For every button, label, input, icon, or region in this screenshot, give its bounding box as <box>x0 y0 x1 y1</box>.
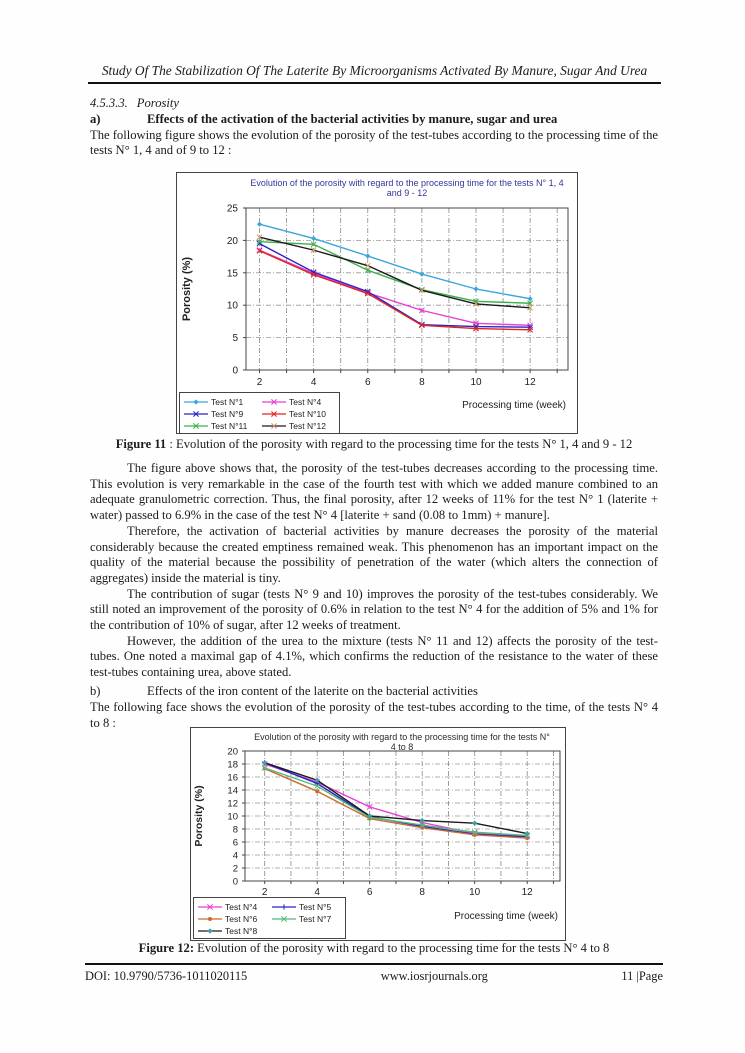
svg-text:Test N°7: Test N°7 <box>299 914 331 924</box>
svg-text:6: 6 <box>365 377 371 388</box>
svg-text:10: 10 <box>469 887 481 898</box>
svg-text:2: 2 <box>262 887 268 898</box>
svg-text:20: 20 <box>227 236 239 247</box>
figure11-chart: Evolution of the porosity with regard to… <box>176 172 578 434</box>
svg-text:12: 12 <box>227 799 238 810</box>
body-paragraph: The contribution of sugar (tests N° 9 an… <box>90 586 658 633</box>
svg-text:Processing time (week): Processing time (week) <box>454 911 558 922</box>
svg-text:Porosity (%): Porosity (%) <box>193 785 205 846</box>
svg-text:4: 4 <box>311 377 317 388</box>
svg-text:Test N°1: Test N°1 <box>211 397 243 407</box>
svg-text:6: 6 <box>233 838 238 849</box>
page-footer: DOI: 10.9790/5736-1011020115 www.iosrjou… <box>85 963 663 984</box>
body-paragraph: The figure above shows that, the porosit… <box>90 461 658 523</box>
body-paragraph: However, the addition of the urea to the… <box>90 633 658 680</box>
section-heading: 4.5.3.3. Porosity <box>90 96 658 112</box>
heading-a-title: Effects of the activation of the bacteri… <box>147 111 558 126</box>
intro-a-text: The following figure shows the evolution… <box>90 127 658 158</box>
svg-text:8: 8 <box>419 377 425 388</box>
svg-text:Test N°4: Test N°4 <box>289 397 321 407</box>
section-title: Porosity <box>136 96 179 110</box>
svg-text:16: 16 <box>227 773 238 784</box>
svg-text:12: 12 <box>525 377 537 388</box>
svg-text:10: 10 <box>227 812 238 823</box>
figure12-caption-label: Figure 12: <box>138 941 195 955</box>
svg-text:10: 10 <box>470 377 482 388</box>
svg-text:Test N°11: Test N°11 <box>211 421 248 431</box>
svg-text:12: 12 <box>522 887 534 898</box>
figure12-caption: Figure 12: Evolution of the porosity wit… <box>90 941 658 956</box>
svg-text:4: 4 <box>314 887 320 898</box>
heading-b-label: b) <box>90 684 101 698</box>
svg-text:and 9 - 12: and 9 - 12 <box>387 188 428 198</box>
svg-text:Test N°6: Test N°6 <box>225 914 257 924</box>
svg-text:18: 18 <box>227 760 238 771</box>
heading-b: b) Effects of the iron content of the lat… <box>90 684 658 700</box>
svg-text:Processing time (week): Processing time (week) <box>462 400 566 411</box>
body-paragraph: Therefore, the activation of bacterial a… <box>90 523 658 585</box>
body-paragraphs: The figure above shows that, the porosit… <box>90 461 658 681</box>
svg-text:20: 20 <box>227 747 238 758</box>
svg-text:25: 25 <box>227 204 239 215</box>
svg-text:14: 14 <box>227 786 238 797</box>
svg-text:0: 0 <box>232 366 238 377</box>
svg-text:Evolution of the porosity with: Evolution of the porosity with regard to… <box>250 178 563 188</box>
figure11-caption-label: Figure 11 <box>115 437 167 451</box>
svg-text:10: 10 <box>227 301 239 312</box>
section-b-block: b) Effects of the iron content of the lat… <box>90 684 658 731</box>
svg-text:2: 2 <box>257 377 263 388</box>
svg-text:Test N°12: Test N°12 <box>289 421 326 431</box>
footer-doi: DOI: 10.9790/5736-1011020115 <box>85 969 248 983</box>
figure12-caption-text: Evolution of the porosity with regard to… <box>194 941 610 955</box>
heading-b-title: Effects of the iron content of the later… <box>147 684 478 698</box>
svg-text:Porosity (%): Porosity (%) <box>181 257 193 322</box>
svg-text:0: 0 <box>233 877 238 888</box>
svg-text:2: 2 <box>233 864 238 875</box>
footer-page-number: 11 |Page <box>621 969 663 983</box>
svg-text:Test N°4: Test N°4 <box>225 902 257 912</box>
svg-text:15: 15 <box>227 268 239 279</box>
figure11-caption-text: : Evolution of the porosity with regard … <box>166 437 633 451</box>
svg-text:4: 4 <box>233 851 238 862</box>
svg-text:Test N°5: Test N°5 <box>299 902 331 912</box>
svg-text:8: 8 <box>233 825 238 836</box>
svg-text:Evolution of the porosity with: Evolution of the porosity with regard to… <box>254 732 550 742</box>
heading-a-label: a) <box>90 111 101 126</box>
figure11-caption: Figure 11 : Evolution of the porosity wi… <box>90 437 658 452</box>
svg-text:4 to 8: 4 to 8 <box>391 742 414 752</box>
heading-a: a) Effects of the activation of the bacte… <box>90 112 658 128</box>
footer-site: www.iosrjournals.org <box>380 969 488 983</box>
figure12-chart: Evolution of the porosity with regard to… <box>190 727 566 941</box>
section-a-block: 4.5.3.3. Porosity a) Effects of the activa… <box>90 96 658 159</box>
running-head-title: Study Of The Stabilization Of The Lateri… <box>88 63 661 84</box>
svg-text:8: 8 <box>419 887 425 898</box>
svg-text:5: 5 <box>232 333 238 344</box>
svg-text:6: 6 <box>367 887 373 898</box>
svg-text:Test N°9: Test N°9 <box>211 409 243 419</box>
intro-b-text: The following face shows the evolution o… <box>90 699 658 730</box>
svg-text:Test N°10: Test N°10 <box>289 409 326 419</box>
svg-text:Test N°8: Test N°8 <box>225 926 257 936</box>
section-number: 4.5.3.3. <box>90 96 128 110</box>
